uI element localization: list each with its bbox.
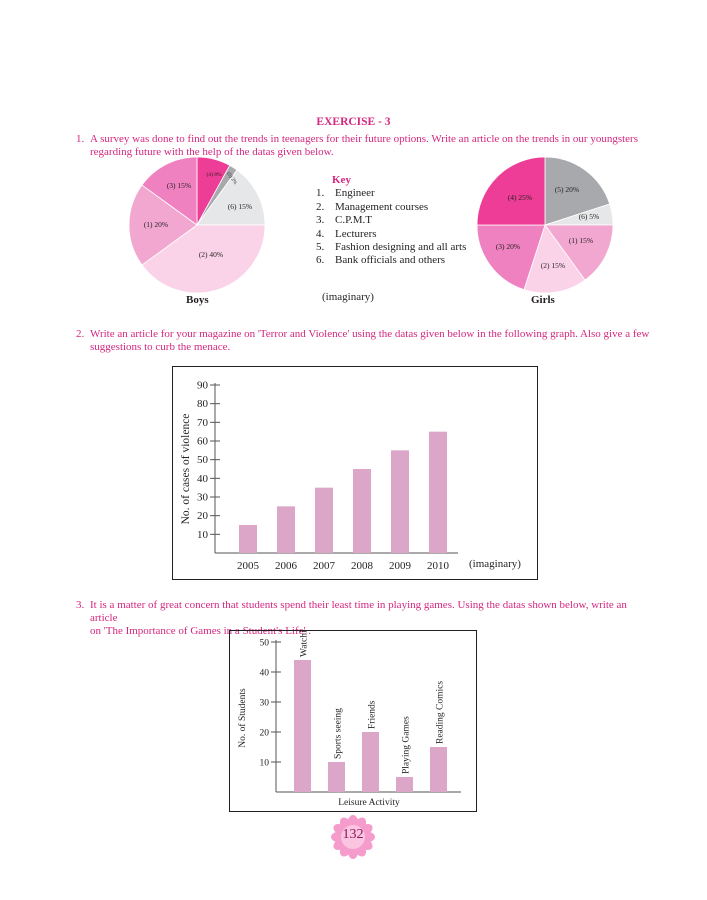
x-tick-label: 2009 <box>389 560 412 572</box>
bar <box>239 525 257 553</box>
y-tick-label: 60 <box>197 436 209 448</box>
key-item: 6. Bank officials and others <box>316 254 446 267</box>
bar <box>429 431 447 553</box>
question-1-line-1: A survey was done to find out the trends… <box>90 133 638 145</box>
pie-slice <box>476 224 546 291</box>
key-item: 1. Engineer <box>316 187 375 200</box>
y-tick-label: 50 <box>197 454 209 466</box>
x-tick-label: Sports seeing <box>334 708 344 759</box>
question-1: 1. A survey was done to find out the tre… <box>76 133 656 159</box>
bar <box>315 487 333 553</box>
y-tick-label: 40 <box>197 473 209 485</box>
x-tick-label: Friends <box>368 700 378 729</box>
question-3: 3. It is a matter of great concern that … <box>76 599 656 638</box>
y-tick-label: 10 <box>197 529 209 541</box>
question-3-number: 3. <box>76 599 85 611</box>
x-tick-label: 2008 <box>351 560 374 572</box>
pie-slice <box>128 184 198 266</box>
pie-slice <box>523 224 586 294</box>
pie-slice-label: (1) 20% <box>144 220 168 229</box>
y-tick-label: 40 <box>260 669 270 679</box>
question-2-line-2: suggestions to curb the menace. <box>90 341 231 353</box>
key-item: 2. Management courses <box>316 200 429 213</box>
pie-slice-label: (5) 2% <box>225 172 237 186</box>
pie-slice-label: (1) 15% <box>569 236 593 245</box>
x-tick-label: Playing Games <box>402 716 412 774</box>
y-axis-label: No. of cases of violence <box>180 414 192 525</box>
imaginary-note-1: (imaginary) <box>322 291 374 303</box>
y-tick-label: 20 <box>260 729 270 739</box>
x-tick-label: 2010 <box>427 560 450 572</box>
pie-slice-label: (6) 15% <box>228 202 252 211</box>
y-tick-label: 50 <box>260 639 270 649</box>
x-tick-label: 2007 <box>313 560 336 572</box>
question-1-number: 1. <box>76 133 85 145</box>
page-number-flower <box>331 815 375 859</box>
boys-pie-chart: (1) 20% (2) 40% (3) 15% (4) 8% (5) 2% (6) 15% <box>128 156 266 294</box>
y-tick-label: 10 <box>260 759 270 769</box>
y-tick-label: 30 <box>197 492 209 504</box>
pie-slice-label: (3) 20% <box>496 242 520 251</box>
pie-slice-label: (4) 8% <box>206 171 222 178</box>
question-3-line-1: It is a matter of great concern that stu… <box>90 599 627 624</box>
y-tick-label: 30 <box>260 699 270 709</box>
pie-slice-label: (2) 40% <box>199 250 223 259</box>
x-tick-label: Reading Comics <box>436 681 446 744</box>
key-item: 5. Fashion designing and all arts <box>316 241 467 254</box>
boys-caption: Boys <box>186 294 209 306</box>
pie-slice-label: (4) 25% <box>508 193 532 202</box>
pie-slice <box>141 156 198 226</box>
leisure-bar-chart: 10 20 30 40 50 Watching movies, songs Sports s… <box>237 630 461 808</box>
question-2-number: 2. <box>76 328 85 340</box>
key-item: 4. Lecturers <box>316 227 377 240</box>
page-number: 132 <box>342 827 364 842</box>
exercise-title: EXERCISE - 3 <box>316 116 391 128</box>
key-title: Key <box>332 174 351 186</box>
bar <box>353 469 371 553</box>
flower-center <box>341 825 365 849</box>
bar <box>294 660 311 792</box>
question-2-line-1: Write an article for your magazine on 'T… <box>90 328 650 340</box>
question-2: 2. Write an article for your magazine on… <box>76 328 656 354</box>
x-tick-label: 2006 <box>275 560 298 572</box>
x-tick-label: 2005 <box>237 560 260 572</box>
imaginary-note-2: (imaginary) <box>469 558 521 570</box>
y-tick-label: 90 <box>197 380 209 392</box>
y-tick-label: 80 <box>197 398 209 410</box>
bar <box>277 506 295 553</box>
pie-slice-label: (5) 20% <box>555 185 579 194</box>
bar <box>328 762 345 792</box>
girls-caption: Girls <box>531 294 555 306</box>
pie-slice-label: (2) 15% <box>541 261 565 270</box>
x-axis-label: Leisure Activity <box>338 798 400 808</box>
pie-slice <box>196 169 266 226</box>
pie-slice-label: (6) 5% <box>579 212 600 221</box>
y-axis-label: No. of Students <box>237 688 248 748</box>
bar <box>391 450 409 553</box>
bar <box>430 747 447 792</box>
leisure-chart-frame <box>229 630 477 812</box>
pie-slice-label: (3) 15% <box>167 181 191 190</box>
question-3-line-2: on 'The Importance of Games in a Student… <box>90 625 311 637</box>
violence-bar-chart: 10 20 30 40 50 60 70 80 90 2005 2006 2007 2008 2009 20… <box>180 380 458 572</box>
y-tick-label: 20 <box>197 510 209 522</box>
girls-pie-chart: (1) 15% (2) 15% (3) 20% (4) 25% (5) 20% (6) 5… <box>476 156 614 294</box>
x-tick-label: Watching movies, songs <box>300 630 310 657</box>
bar <box>362 732 379 792</box>
pie-slice <box>544 156 611 226</box>
pie-slice <box>141 224 266 294</box>
pie-key: Key 1. Engineer 2. Management courses 3. C.… <box>316 174 466 268</box>
pie-slice <box>544 224 614 281</box>
pie-slice <box>476 156 546 226</box>
y-tick-label: 70 <box>197 417 209 429</box>
bar <box>396 777 413 792</box>
key-item: 3. C.P.M.T <box>316 214 372 227</box>
violence-chart-frame <box>172 366 538 580</box>
question-1-line-2: regarding future with the help of the da… <box>90 146 334 158</box>
